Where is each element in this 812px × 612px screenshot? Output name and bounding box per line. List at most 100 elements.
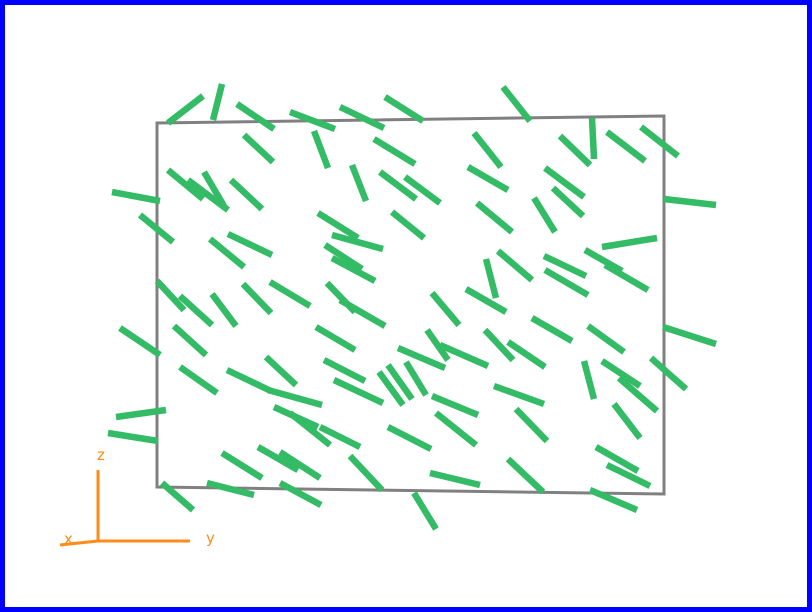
rod: [154, 278, 187, 313]
rod: [316, 210, 360, 241]
rod: [111, 188, 161, 205]
rod: [107, 429, 159, 445]
rod: [235, 101, 276, 132]
rod: [166, 93, 205, 126]
rod: [482, 327, 516, 363]
rod: [267, 386, 323, 409]
rod: [115, 406, 167, 421]
rod: [648, 355, 689, 392]
rod: [638, 124, 681, 159]
rod: [505, 456, 546, 495]
rod: [322, 357, 367, 384]
rod: [330, 255, 377, 284]
rod: [178, 364, 219, 396]
rod: [403, 360, 429, 397]
rod: [603, 262, 650, 293]
rod: [550, 185, 586, 219]
rod-particles: [107, 83, 717, 531]
rod: [663, 195, 717, 209]
rod: [429, 290, 462, 328]
rod: [605, 129, 647, 164]
rod: [385, 363, 415, 401]
rod: [601, 234, 658, 251]
rod: [288, 108, 337, 133]
rod: [466, 164, 510, 193]
rod: [513, 406, 550, 444]
y-axis-label: y: [206, 529, 215, 547]
rod: [206, 479, 255, 499]
rod: [314, 324, 357, 353]
rod: [474, 200, 515, 235]
rod: [594, 444, 640, 474]
rod: [318, 424, 362, 450]
rod: [226, 231, 274, 258]
rod: [611, 402, 643, 440]
rod: [433, 410, 479, 448]
rod: [372, 136, 417, 167]
rod: [241, 132, 276, 165]
rod: [662, 323, 717, 348]
rod: [424, 328, 451, 362]
rod: [331, 231, 384, 253]
rod: [543, 267, 590, 298]
rod: [165, 167, 206, 202]
rod: [287, 410, 333, 448]
rod: [383, 94, 425, 124]
rod: [378, 169, 418, 202]
rod: [411, 491, 439, 531]
rod: [137, 212, 176, 245]
rod: [201, 170, 227, 208]
rod: [323, 242, 364, 272]
rod: [430, 392, 480, 419]
rod: [338, 104, 386, 131]
rod: [600, 358, 642, 389]
rod: [588, 117, 598, 160]
rod: [492, 382, 546, 408]
orientation-axes: z y x: [59, 446, 215, 548]
rod: [616, 375, 660, 414]
rod: [464, 286, 508, 315]
rod: [386, 424, 433, 452]
rod: [542, 253, 588, 279]
x-axis-line: [59, 539, 99, 547]
rod: [332, 377, 385, 406]
rod: [209, 292, 239, 328]
simulation-cell: [155, 114, 666, 496]
rod: [338, 297, 387, 329]
rod: [583, 247, 624, 274]
rod: [396, 345, 447, 371]
rod: [530, 315, 574, 344]
rod: [500, 84, 533, 124]
rod: [225, 367, 273, 394]
rod: [228, 177, 265, 212]
rod: [403, 174, 442, 206]
rod: [278, 480, 323, 508]
rod: [220, 450, 264, 481]
rod: [118, 325, 162, 358]
rod: [580, 360, 598, 400]
rod: [482, 258, 500, 299]
rod: [310, 129, 332, 170]
rod: [506, 339, 547, 370]
rod: [557, 133, 593, 168]
rod: [605, 462, 652, 489]
rod: [177, 293, 215, 328]
rod: [159, 480, 196, 513]
rod: [347, 453, 385, 493]
rod: [471, 130, 504, 170]
rod: [531, 196, 558, 234]
z-axis-label: z: [97, 446, 105, 464]
rod: [171, 323, 209, 358]
rod: [278, 449, 322, 481]
rod: [376, 370, 406, 407]
rod: [268, 279, 312, 309]
rod: [263, 354, 299, 388]
rod: [209, 83, 226, 121]
rod: [543, 165, 586, 200]
rod: [240, 281, 274, 316]
rod: [348, 163, 370, 203]
rod: [588, 487, 639, 513]
rod: [389, 209, 427, 241]
